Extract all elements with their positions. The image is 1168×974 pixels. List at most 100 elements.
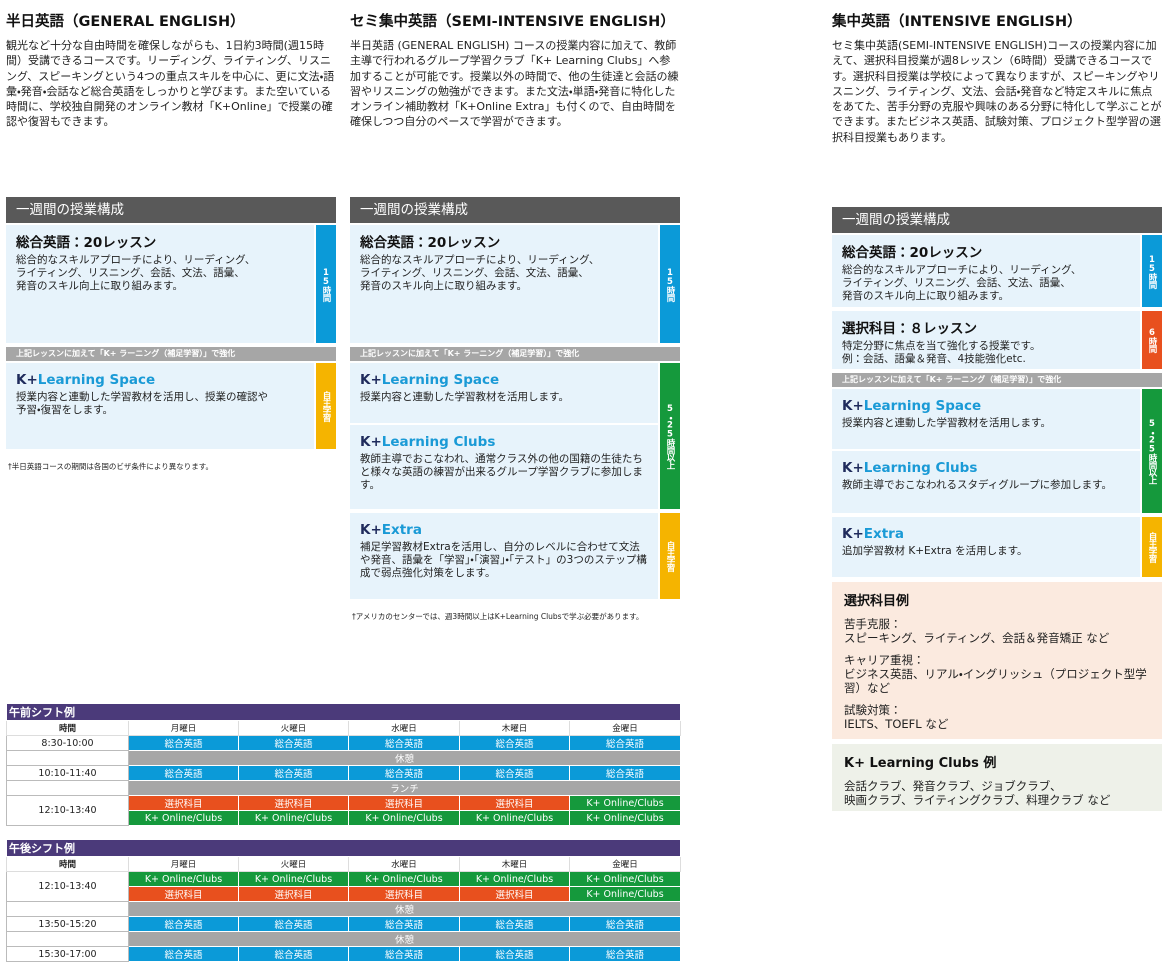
header-row: 時間 月曜日 火曜日 水曜日 木曜日 金曜日 xyxy=(6,856,681,872)
item-title: Learning Clubs xyxy=(381,434,496,450)
class-cell: 総合英語 xyxy=(238,765,349,781)
class-cell: K+ Online/Clubs xyxy=(128,871,239,887)
lesson-item: K+Learning Space 授業内容と連動した学習教材を活用します。 xyxy=(350,363,658,423)
slot-row: 15:30-17:00 総合英語 総合英語 総合英語 総合英語 総合英語 xyxy=(6,946,681,962)
title-row: 午後シフト例 xyxy=(6,839,681,857)
class-cell: 総合英語 xyxy=(238,916,349,932)
class-cell: K+ Online/Clubs xyxy=(459,810,570,826)
course-description: セミ集中英語(SEMI-INTENSIVE ENGLISH)コースの授業内容に加… xyxy=(832,39,1162,144)
lesson-group: K+Learning Space 授業内容と連動した学習教材を活用します。 K+Le… xyxy=(832,389,1162,513)
logo: K+ xyxy=(16,372,38,388)
break-row: 休憩 xyxy=(6,750,681,766)
timetable: 午前シフト例 時間 月曜日 火曜日 水曜日 木曜日 金曜日 8:30-10:00 総合英語 総合英… xyxy=(6,703,681,826)
class-cell: 総合英語 xyxy=(459,916,570,932)
lesson-group: 選択科目：８レッスン 特定分野に焦点を当て強化する授業です。 例：会話、語彙＆発音… xyxy=(832,311,1162,369)
lesson-item: K+Learning Clubs 教師主導でおこなわれ、通常クラス外の他の国籍の生… xyxy=(350,425,658,509)
class-cell: 選択科目 xyxy=(128,886,239,902)
break-cell: 休憩 xyxy=(128,931,681,947)
class-cell: 選択科目 xyxy=(348,886,460,902)
item-heading: 総合英語：20レッスン xyxy=(842,241,1130,261)
class-cell: 総合英語 xyxy=(128,765,239,781)
column-header: 時間 xyxy=(6,720,129,736)
item-title: Learning Space xyxy=(381,372,500,388)
break-cell: 休憩 xyxy=(128,750,681,766)
example-label: 試験対策： xyxy=(844,703,902,717)
banner: 上記レッスンに加えて「K+ ラーニング（補足学習）」で強化 xyxy=(6,347,336,361)
hours-label: 自主学習 xyxy=(665,541,675,571)
course-title: 半日英語（GENERAL ENGLISH） xyxy=(6,14,245,30)
lesson-group: 総合英語：20レッスン総合的なスキルアプローチにより、リーディング、 ライティン… xyxy=(350,225,680,343)
time-cell: 8:30-10:00 xyxy=(6,735,129,751)
class-cell: 総合英語 xyxy=(348,946,460,962)
hours-bar: 15時間 xyxy=(1142,235,1162,307)
example-label: 苦手克服： xyxy=(844,617,902,631)
timetable-title: 午後シフト例 xyxy=(6,839,681,857)
schedule-header: 一週間の授業構成 xyxy=(6,197,336,223)
items: 総合英語：20レッスン総合的なスキルアプローチにより、リーディング、 ライティン… xyxy=(350,225,658,343)
time-cell: 12:10-13:40 xyxy=(6,795,129,826)
example-text: IELTS、TOEFL など xyxy=(844,717,949,731)
class-cell: 選択科目 xyxy=(238,886,349,902)
item-heading: K+Learning Space xyxy=(842,395,1130,414)
footnote: †アメリカのセンターでは、週3時間以上はK+Learning Clubsで学ぶ必… xyxy=(352,612,644,621)
logo: K+ xyxy=(842,398,864,414)
item-text: 教師主導でおこなわれ、通常クラス外の他の国籍の生徒たちと様々な英語の練習が出来る… xyxy=(360,453,643,491)
hours-bar: 15時間 xyxy=(316,225,336,343)
column-header: 月曜日 xyxy=(128,720,239,736)
column-header: 水曜日 xyxy=(348,720,460,736)
column-header: 木曜日 xyxy=(459,720,570,736)
hours-bar: 5・25時間以上 xyxy=(660,363,680,509)
class-cell: K+ Online/Clubs xyxy=(238,871,349,887)
slot-row: 12:10-13:40 K+ Online/Clubs K+ Online/Club… xyxy=(6,871,681,902)
class-cell: 総合英語 xyxy=(238,735,349,751)
item-text: 総合的なスキルアプローチにより、リーディング、 ライティング、リスニング、会話、… xyxy=(842,264,1082,302)
class-cell: K+ Online/Clubs xyxy=(238,810,349,826)
class-cell: 総合英語 xyxy=(459,765,570,781)
lesson-item: K+Learning Space 授業内容と連動した学習教材を活用します。 xyxy=(832,389,1140,449)
item-text: 総合的なスキルアプローチにより、リーディング、 ライティング、リスニング、会話、… xyxy=(16,254,256,292)
item-heading: 総合英語：20レッスン xyxy=(360,231,648,251)
hours-bar: 6時間 xyxy=(1142,311,1162,369)
slot-row: K+ Online/Clubs K+ Online/Clubs K+ Online/… xyxy=(7,810,681,826)
items: 総合英語：20レッスン総合的なスキルアプローチにより、リーディング、 ライティン… xyxy=(832,235,1140,307)
time-cell: 15:30-17:00 xyxy=(6,946,129,962)
course-description: 観光など十分な自由時間を確保しながらも、1日約3時間(週15時間）受講できるコー… xyxy=(6,39,335,129)
class-cell: 総合英語 xyxy=(459,946,570,962)
lesson-group: K+Learning Space 授業内容と連動した学習教材を活用します。 K+Le… xyxy=(350,363,680,509)
schedule: 一週間の授業構成総合英語：20レッスン総合的なスキルアプローチにより、リーディン… xyxy=(350,197,680,622)
logo: K+ xyxy=(842,460,864,476)
class-cell: 選択科目 xyxy=(238,795,349,811)
time-cell xyxy=(6,780,129,796)
hours-label: 5・25時間以上 xyxy=(665,403,675,469)
item-text: 授業内容と連動した学習教材を活用し、授業の確認や 予習・復習をします。 xyxy=(16,391,268,416)
logo: K+ xyxy=(360,522,382,538)
items: K+Extra 補足学習教材Extraを活用し、自分のレベルに合わせて文法や発音、… xyxy=(350,513,658,599)
break-cell: 休憩 xyxy=(128,901,681,917)
class-cell: 総合英語 xyxy=(128,946,239,962)
item-title: Learning Space xyxy=(37,372,156,388)
item-heading: 総合英語：20レッスン xyxy=(16,231,304,251)
item-text: 授業内容と連動した学習教材を活用します。 xyxy=(842,417,1051,429)
lesson-item: 選択科目：８レッスン 特定分野に焦点を当て強化する授業です。 例：会話、語彙＆発音… xyxy=(832,311,1140,369)
column-header: 水曜日 xyxy=(348,856,460,872)
item-text: 授業内容と連動した学習教材を活用します。 xyxy=(360,391,569,403)
item-text: 追加学習教材 K+Extra を活用します。 xyxy=(842,545,1028,557)
item-title: 総合英語：20レッスン xyxy=(360,235,501,251)
break-row: 休憩 xyxy=(6,901,681,917)
class-cell: 総合英語 xyxy=(569,916,681,932)
item-title: 選択科目：８レッスン xyxy=(842,321,977,337)
class-cell: K+ Online/Clubs xyxy=(569,886,681,902)
time-cell xyxy=(6,901,129,917)
hours-bar: 自主学習 xyxy=(660,513,680,599)
class-cell: 選択科目 xyxy=(459,886,570,902)
hours-label: 15時間 xyxy=(1147,254,1157,288)
slot-row: 選択科目 選択科目 選択科目 選択科目 K+ Online/Clubs xyxy=(7,886,681,902)
schedule-header: 一週間の授業構成 xyxy=(350,197,680,223)
item-heading: K+Learning Clubs xyxy=(360,431,648,450)
item-text: 総合的なスキルアプローチにより、リーディング、 ライティング、リスニング、会話、… xyxy=(360,254,600,292)
slot-row: 12:10-13:40 選択科目 選択科目 選択科目 選択科目 K+ Online/Clu… xyxy=(6,795,681,826)
timetable: 午後シフト例 時間 月曜日 火曜日 水曜日 木曜日 金曜日 12:10-13:40 K+ Onl… xyxy=(6,839,681,962)
lesson-group: 総合英語：20レッスン総合的なスキルアプローチにより、リーディング、 ライティン… xyxy=(6,225,336,343)
item-heading: K+Learning Clubs xyxy=(842,457,1130,476)
timetable-title: 午前シフト例 xyxy=(6,703,681,721)
